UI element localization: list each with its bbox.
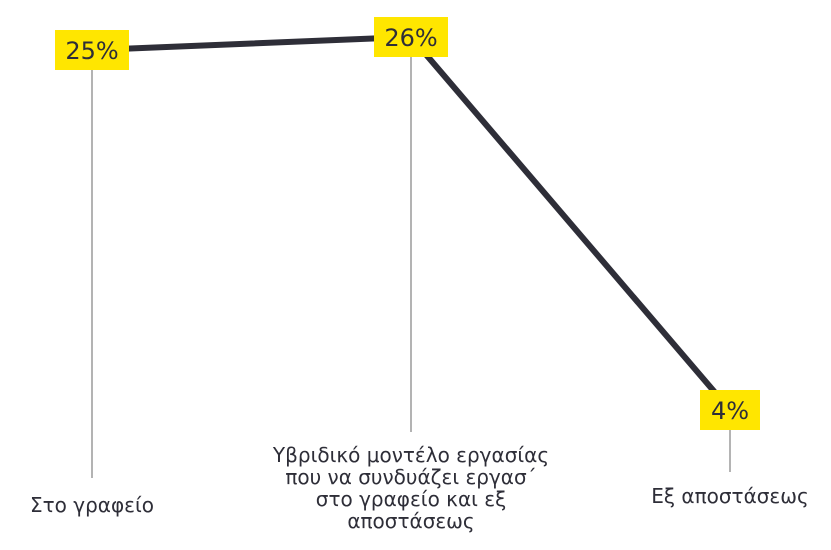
- data-label-text: 25%: [65, 37, 118, 65]
- data-label-text: 4%: [711, 397, 749, 425]
- category-label: Υβριδικό μοντέλο εργασίας που να συνδυάζε…: [272, 443, 549, 533]
- drop-lines: [91, 57, 731, 478]
- value-labels: 25% 26% 4%: [55, 17, 760, 430]
- data-label-text: 26%: [384, 24, 437, 52]
- data-label: 4%: [700, 390, 760, 430]
- data-label: 26%: [374, 17, 448, 57]
- category-label: Στο γραφείο: [30, 493, 154, 517]
- data-label-box: [55, 30, 129, 70]
- category-label: Εξ αποστάσεως: [651, 484, 808, 508]
- category-labels: Στο γραφείο Υβριδικό μοντέλο εργασίας που …: [30, 443, 809, 533]
- data-label-box: [374, 17, 448, 57]
- data-label: 25%: [55, 30, 129, 70]
- data-label-box: [700, 390, 760, 430]
